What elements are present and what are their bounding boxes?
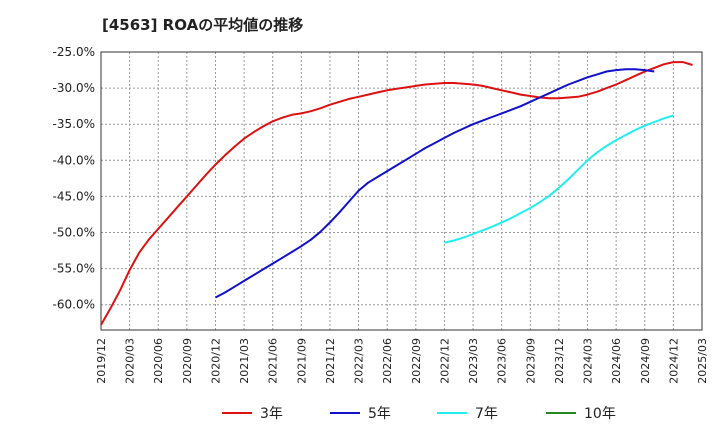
series-line-7年: [444, 114, 674, 244]
series-line-3年: [100, 61, 693, 326]
x-tick-label: 2020/12: [209, 338, 222, 384]
x-tick-label: 2021/12: [324, 338, 337, 384]
x-tick-label: 2022/12: [438, 338, 451, 384]
plot-border: [100, 51, 703, 331]
x-tick-label: 2021/03: [238, 338, 251, 384]
y-axis-ticks: -25.0% -30.0% -35.0% -40.0% -45.0% -50.0% -55.…: [53, 45, 95, 312]
legend-label: 3年: [260, 406, 283, 422]
plot-area: [101, 52, 702, 330]
legend-label: 7年: [475, 406, 498, 422]
x-tick-label: 2025/03: [696, 338, 709, 384]
x-tick-label: 2019/12: [95, 338, 108, 384]
x-tick-label: 2020/06: [152, 338, 165, 384]
y-tick-label: -25.0%: [53, 45, 95, 59]
y-tick-label: -50.0%: [53, 226, 95, 240]
plot-frame: [100, 51, 703, 331]
plot-background: [101, 52, 702, 330]
legend: 3年 5年 7年 10年: [222, 406, 616, 422]
y-tick-label: -45.0%: [53, 189, 95, 203]
x-tick-label: 2024/12: [667, 338, 680, 384]
x-tick-label: 2022/03: [353, 338, 366, 384]
y-tick-label: -40.0%: [53, 153, 95, 167]
x-axis-ticks: 2019/12 2020/03 2020/06 2020/09 2020/12 2021/…: [95, 338, 709, 384]
series-line-5年: [215, 68, 655, 299]
x-tick-label: 2024/03: [582, 338, 595, 384]
y-tick-label: -60.0%: [53, 298, 95, 312]
x-tick-label: 2023/09: [524, 338, 537, 384]
y-tick-label: -30.0%: [53, 81, 95, 95]
y-tick-label: -55.0%: [53, 262, 95, 276]
legend-label: 5年: [368, 406, 391, 422]
series-lines: [100, 61, 693, 326]
chart-title: [4563] ROAの平均値の推移: [102, 16, 304, 34]
x-tick-label: 2021/06: [267, 338, 280, 384]
legend-label: 10年: [584, 406, 616, 422]
x-tick-label: 2024/09: [639, 338, 652, 384]
y-tick-label: -35.0%: [53, 117, 95, 131]
x-tick-label: 2023/12: [553, 338, 566, 384]
x-tick-label: 2023/06: [496, 338, 509, 384]
x-tick-label: 2022/09: [410, 338, 423, 384]
x-tick-label: 2020/03: [124, 338, 137, 384]
x-tick-label: 2024/06: [610, 338, 623, 384]
x-tick-label: 2021/09: [295, 338, 308, 384]
x-tick-label: 2022/06: [381, 338, 394, 384]
x-tick-label: 2023/03: [467, 338, 480, 384]
x-tick-label: 2020/09: [181, 338, 194, 384]
